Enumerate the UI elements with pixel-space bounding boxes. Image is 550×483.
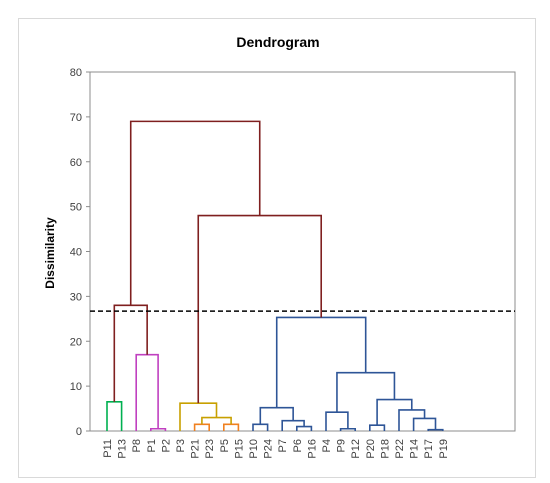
branch-w [129, 120, 261, 306]
chart-frame [18, 18, 536, 478]
leaf-labels: P11 P13 P8 P1 P2 P3 P21 P23 P5 P15 P10 P24 P7 P6 P16 P4… [102, 439, 450, 459]
y-tick-label: 70 [70, 112, 82, 124]
leaf-label-p21: P21 [190, 439, 202, 459]
leaf-label-p11: P11 [102, 439, 114, 458]
leaf-label-p14: P14 [409, 439, 421, 459]
chart-title: Dendrogram [236, 34, 319, 50]
leaf-label-p17: P17 [423, 439, 435, 459]
leaf-label-p13: P13 [117, 439, 129, 459]
leaf-label-p7: P7 [277, 439, 289, 452]
branch-f [223, 423, 240, 431]
y-tick-label: 30 [70, 291, 82, 303]
y-tick-label: 50 [70, 202, 82, 214]
plot-area [89, 71, 516, 432]
branch-i [252, 423, 269, 431]
branch-k [281, 419, 305, 431]
y-tick-label: 0 [76, 426, 82, 438]
branch-r [398, 409, 426, 431]
branch-p [427, 428, 444, 431]
leaf-label-p19: P19 [438, 439, 450, 459]
y-tick-label: 20 [70, 336, 82, 348]
leaf-label-p3: P3 [175, 439, 187, 452]
branch-j [296, 425, 313, 431]
branch-v [197, 214, 323, 404]
leaf-label-p15: P15 [233, 439, 245, 459]
y-axis-ticks: 0 10 20 30 40 50 60 70 80 [70, 67, 90, 438]
dendrogram-branches [106, 120, 444, 431]
branch-g [201, 416, 232, 425]
leaf-label-p4: P4 [321, 439, 333, 452]
leaf-label-p9: P9 [336, 439, 348, 452]
leaf-label-p22: P22 [394, 439, 406, 459]
leaf-label-p1: P1 [146, 439, 158, 452]
branch-l [259, 406, 294, 425]
branch-d [113, 304, 148, 402]
leaf-label-p18: P18 [379, 439, 391, 459]
leaf-label-p5: P5 [219, 439, 231, 452]
y-tick-label: 10 [70, 381, 82, 393]
leaf-label-p8: P8 [131, 439, 143, 452]
leaf-label-p10: P10 [248, 439, 260, 459]
y-axis-label: Dissimilarity [43, 217, 57, 289]
leaf-label-p24: P24 [263, 439, 275, 459]
branch-c [135, 353, 159, 431]
y-tick-label: 80 [70, 67, 82, 79]
branch-u [275, 316, 367, 408]
leaf-label-p6: P6 [292, 439, 304, 452]
leaf-label-p16: P16 [306, 439, 318, 459]
branch-e [193, 423, 210, 431]
leaf-label-p23: P23 [204, 439, 216, 459]
branch-o [369, 424, 386, 431]
leaf-label-p2: P2 [160, 439, 172, 452]
y-tick-label: 60 [70, 157, 82, 169]
branch-s [376, 398, 413, 426]
branch-a [106, 401, 123, 431]
leaf-label-p20: P20 [365, 439, 377, 459]
y-tick-label: 40 [70, 247, 82, 259]
branch-t [336, 371, 396, 413]
leaf-label-p12: P12 [350, 439, 362, 459]
